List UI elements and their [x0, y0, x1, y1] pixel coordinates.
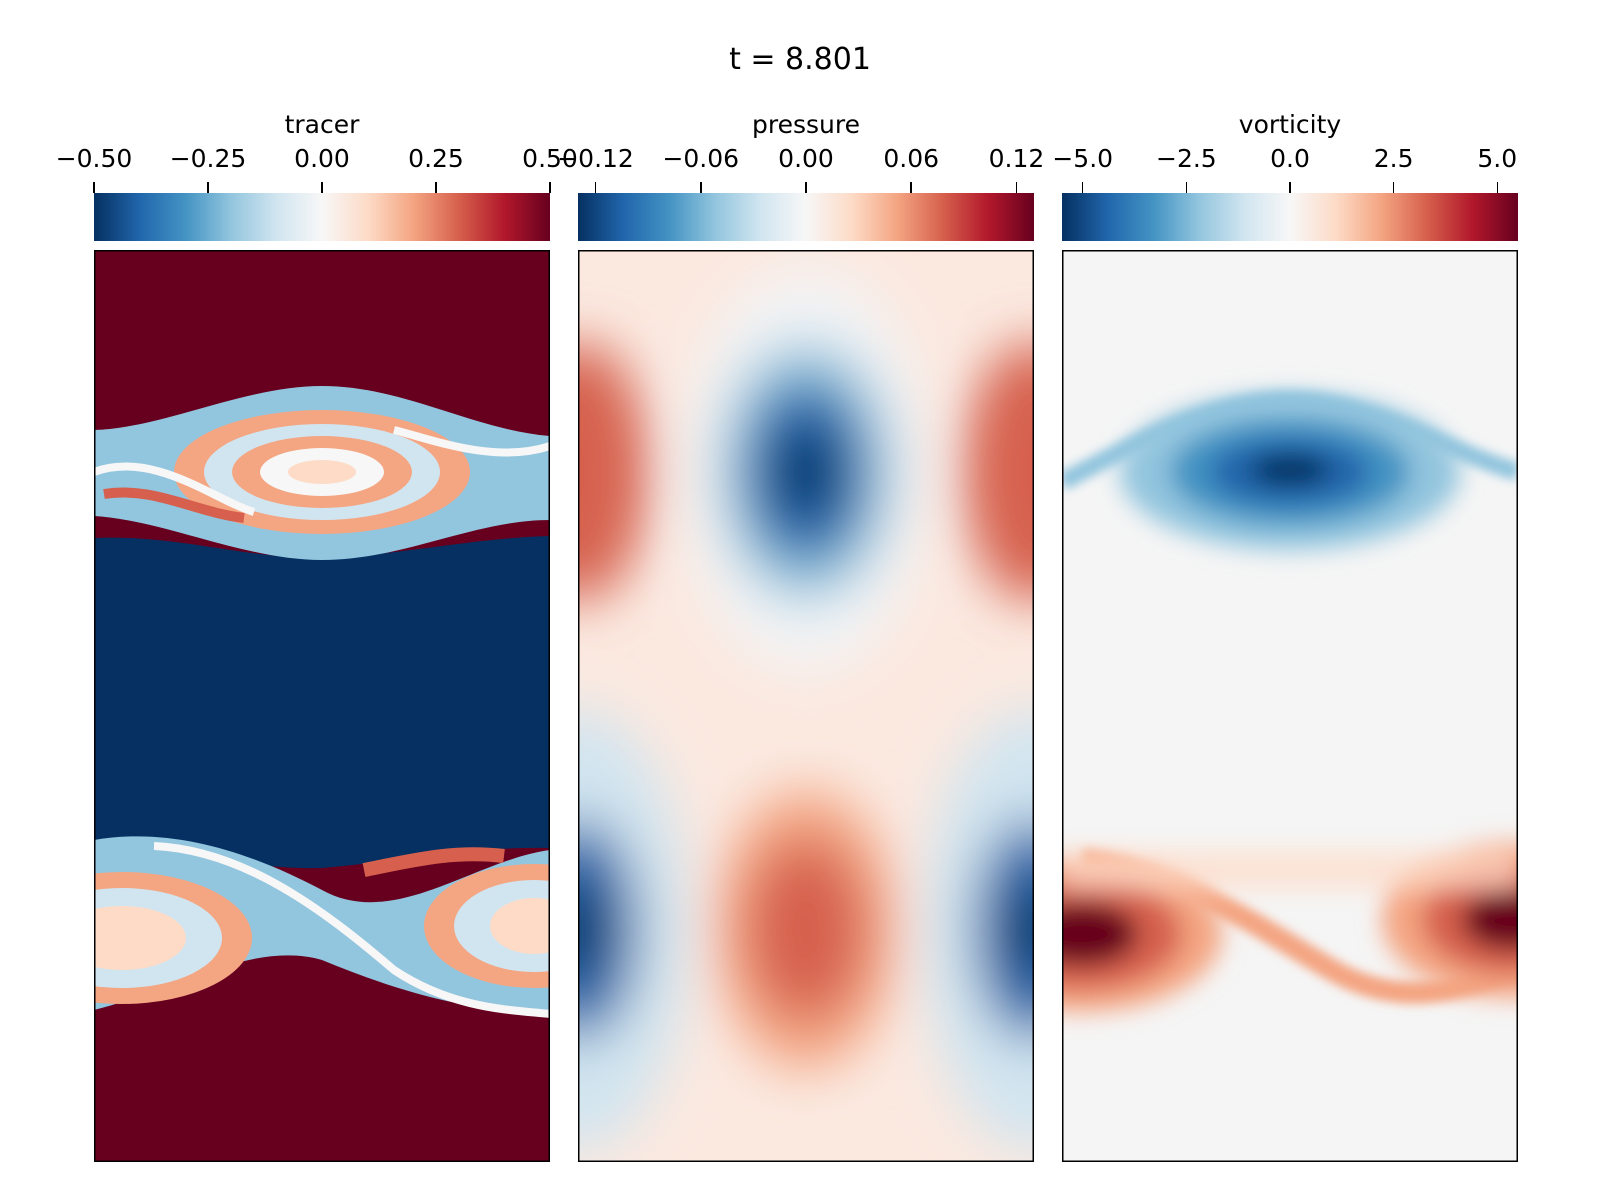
tracer-upper-filament — [94, 426, 550, 516]
pressure-upper-low-core — [776, 428, 836, 516]
colorbar-tick-label: 0.00 — [778, 144, 834, 173]
tracer-lower-vortex-left-core — [94, 906, 186, 970]
colorbar-tick-label: 0.50 — [522, 144, 578, 173]
colorbar-tick-label: −5.0 — [1052, 144, 1114, 173]
colorbar-tick — [594, 182, 597, 193]
colorbar-tick-label: −2.5 — [1156, 144, 1217, 173]
colorbar-tick — [1015, 182, 1018, 193]
colorbar-tick-label: 0.25 — [408, 144, 464, 173]
pressure-upper-right-high — [964, 342, 1034, 602]
colorbar-tick-label: 2.5 — [1373, 144, 1414, 173]
tracer-upper-filament-red — [103, 487, 245, 523]
colorbar-tick-label: −0.06 — [662, 144, 740, 173]
panel-pressure: pressure −0.12 −0.06 0.00 0.06 0.12 — [557, 110, 1044, 1170]
colorbar-ticks-pressure: −0.12 −0.06 0.00 0.06 0.12 — [557, 144, 1044, 194]
vorticity-upper-vortex-core — [1250, 454, 1330, 486]
colorbar-tick — [910, 182, 912, 193]
colorbar-tick — [805, 182, 807, 193]
pressure-lower-left-low — [578, 820, 638, 1040]
heatmap-tracer — [94, 250, 550, 1162]
tracer-lower-filament — [153, 842, 550, 1018]
figure-title: t = 8.801 — [729, 42, 871, 77]
pressure-lower-high-core — [746, 840, 866, 1020]
colorbar-tick — [700, 182, 702, 193]
colorbar-tick-label: 0.0 — [1270, 144, 1310, 173]
colorbar-tick-label: −0.12 — [557, 144, 634, 173]
colorbar-tick — [1081, 182, 1084, 193]
colorbar-tick — [1185, 182, 1188, 193]
heatmap-vorticity — [1062, 250, 1518, 1162]
pressure-lower-right-core — [1006, 880, 1034, 980]
colorbar-tick — [207, 182, 209, 193]
colorbar-vorticity — [1062, 193, 1518, 241]
colorbar-pressure — [578, 193, 1034, 241]
vorticity-lower-left-core — [1062, 902, 1138, 966]
colorbar-tick-label: 0.12 — [988, 144, 1045, 173]
colorbar-tick — [321, 182, 323, 193]
colorbar-tracer — [94, 193, 550, 241]
colorbar-tick — [1289, 182, 1291, 193]
pressure-lower-right-low — [974, 820, 1034, 1040]
colorbar-ticks-vorticity: −5.0 −2.5 0.0 2.5 5.0 — [1052, 144, 1518, 194]
colorbar-label-vorticity: vorticity — [1238, 110, 1342, 139]
colorbar-tick — [1496, 182, 1499, 193]
tracer-upper-vortex-core — [288, 460, 356, 484]
colorbar-label-pressure: pressure — [752, 110, 860, 139]
colorbar-ticks-tracer: −0.50 −0.25 0.00 0.25 0.50 — [56, 144, 578, 194]
tracer-lower-filament-red — [362, 847, 505, 877]
heatmap-pressure — [578, 250, 1034, 1162]
colorbar-tick-label: −0.50 — [55, 144, 133, 173]
pressure-lower-left-core — [578, 880, 606, 980]
tracer-middle-band — [94, 536, 550, 869]
panel-tracer: tracer −0.50 −0.25 0.00 0.25 0.50 — [56, 110, 578, 1170]
colorbar-tick — [1392, 182, 1395, 193]
tracer-lower-vortex-right-core — [490, 898, 550, 954]
colorbar-tick-label: 0.06 — [883, 144, 940, 173]
vorticity-lower-right-core — [1462, 890, 1518, 950]
colorbar-tick-label: 5.0 — [1477, 144, 1518, 173]
pressure-upper-left-high — [578, 342, 648, 602]
colorbar-tick — [93, 182, 95, 193]
colorbar-tick-label: 0.00 — [294, 144, 350, 173]
colorbar-tick-label: −0.25 — [169, 144, 247, 173]
colorbar-tick — [435, 182, 437, 193]
colorbar-tick — [549, 182, 551, 193]
colorbar-label-tracer: tracer — [284, 110, 360, 139]
panel-vorticity: vorticity −5.0 −2.5 0.0 2.5 5.0 — [1052, 110, 1518, 1170]
vorticity-lower-band — [1062, 850, 1518, 890]
